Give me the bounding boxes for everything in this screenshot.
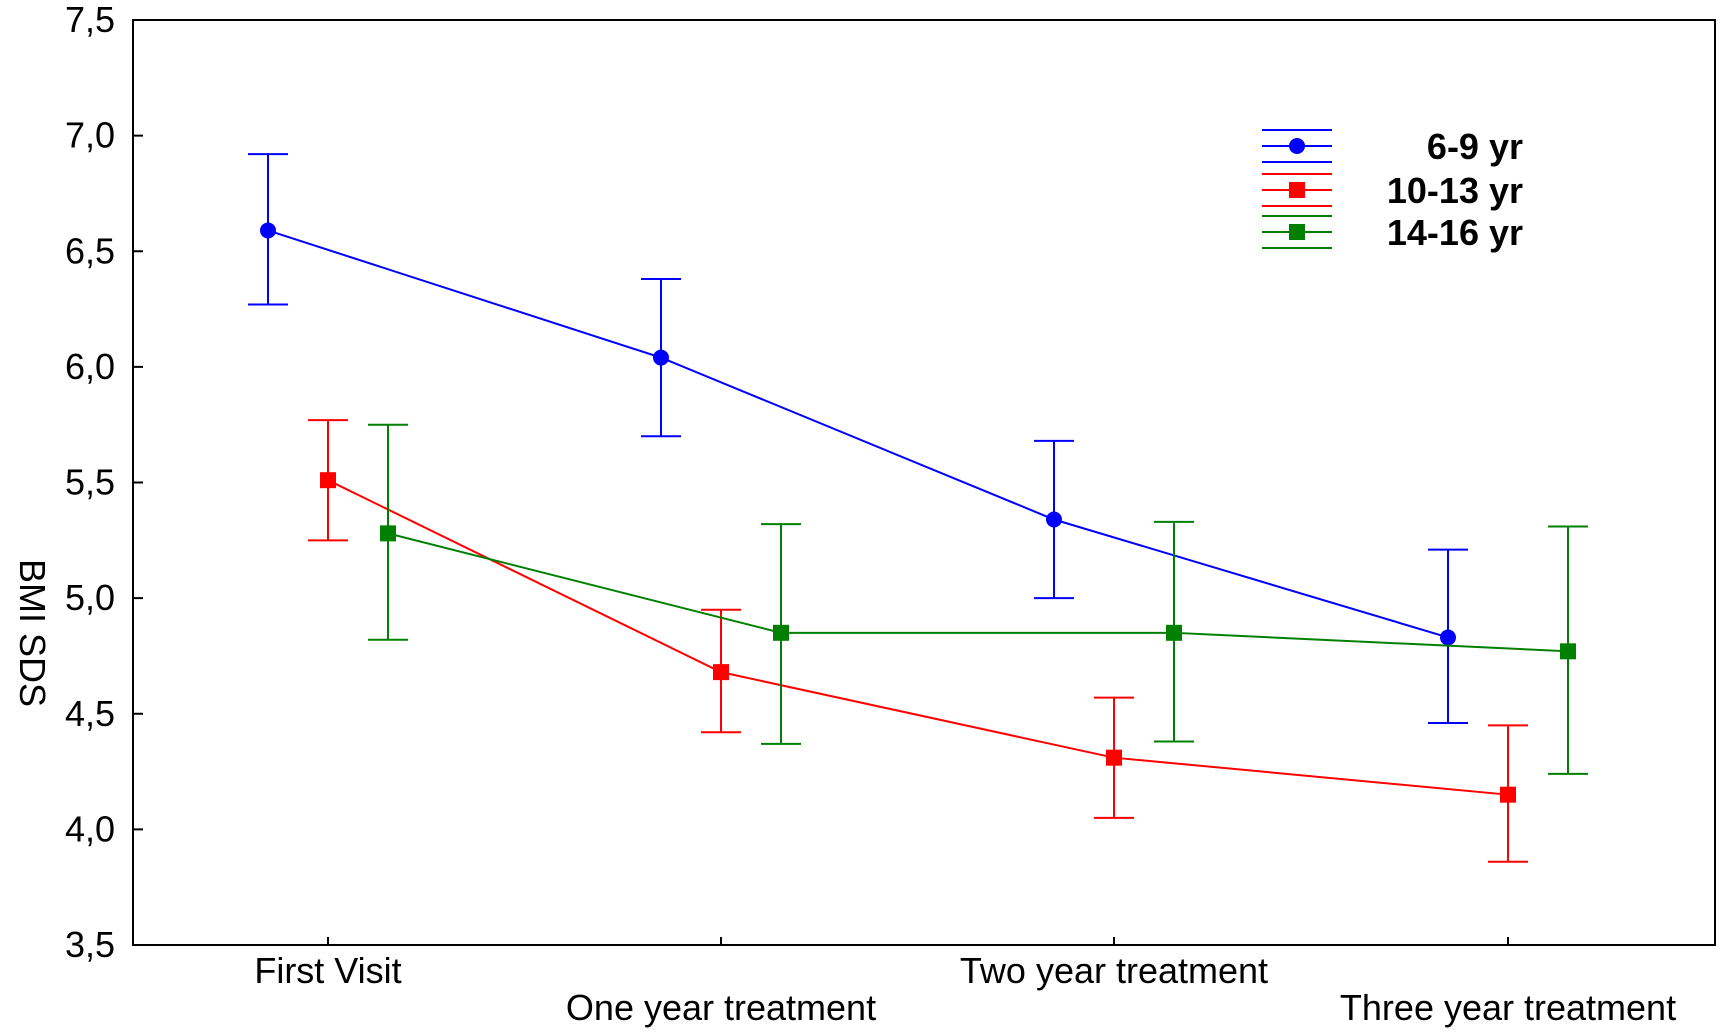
data-point bbox=[1440, 629, 1456, 646]
y-tick-label: 4,5 bbox=[65, 693, 115, 734]
legend-label: 10-13 yr bbox=[1387, 170, 1523, 211]
legend-item-10-13-yr: 10-13 yr bbox=[1262, 170, 1523, 211]
x-tick-label: Three year treatment bbox=[1340, 987, 1676, 1028]
x-tick-label: Two year treatment bbox=[960, 950, 1268, 991]
data-point bbox=[1046, 511, 1062, 528]
y-tick-label: 7,5 bbox=[65, 0, 115, 40]
legend-item-6-9-yr: 6-9 yr bbox=[1262, 126, 1523, 167]
data-point bbox=[1500, 786, 1516, 803]
y-tick-label: 6,0 bbox=[65, 346, 115, 387]
data-point bbox=[320, 472, 336, 489]
y-tick-label: 7,0 bbox=[65, 115, 115, 156]
legend-marker bbox=[1289, 224, 1305, 240]
legend-marker bbox=[1289, 138, 1305, 154]
data-point bbox=[1560, 643, 1576, 660]
y-tick-label: 3,5 bbox=[65, 924, 115, 965]
legend-label: 14-16 yr bbox=[1387, 212, 1523, 253]
legend-marker bbox=[1289, 182, 1305, 198]
data-point bbox=[713, 664, 729, 681]
series-line bbox=[327, 479, 1509, 796]
legend-item-14-16-yr: 14-16 yr bbox=[1262, 212, 1523, 253]
series-14-16-yr bbox=[368, 423, 1588, 775]
series-line bbox=[387, 532, 1569, 653]
series-line bbox=[267, 229, 1449, 639]
series-10-13-yr bbox=[308, 419, 1528, 863]
series-6-9-yr bbox=[248, 153, 1468, 724]
x-axis: First Visit One year treatment Two year tr… bbox=[254, 937, 1676, 1028]
y-axis: 3,5 4,0 4,5 5,0 5,5 6,0 6,5 7,0 7,5 bbox=[65, 0, 143, 965]
data-point bbox=[773, 624, 789, 641]
legend-label: 6-9 yr bbox=[1427, 126, 1523, 167]
series-layer bbox=[248, 153, 1588, 863]
data-point bbox=[1166, 624, 1182, 641]
data-point bbox=[1106, 749, 1122, 766]
y-tick-label: 5,0 bbox=[65, 577, 115, 618]
y-tick-label: 6,5 bbox=[65, 230, 115, 271]
x-tick-label: First Visit bbox=[254, 950, 401, 991]
x-tick-label: One year treatment bbox=[566, 987, 876, 1028]
data-point bbox=[653, 349, 669, 366]
data-point bbox=[380, 525, 396, 542]
y-axis-title: BMI SDS bbox=[12, 559, 53, 707]
y-tick-label: 5,5 bbox=[65, 462, 115, 503]
y-tick-label: 4,0 bbox=[65, 808, 115, 849]
data-point bbox=[260, 222, 276, 239]
